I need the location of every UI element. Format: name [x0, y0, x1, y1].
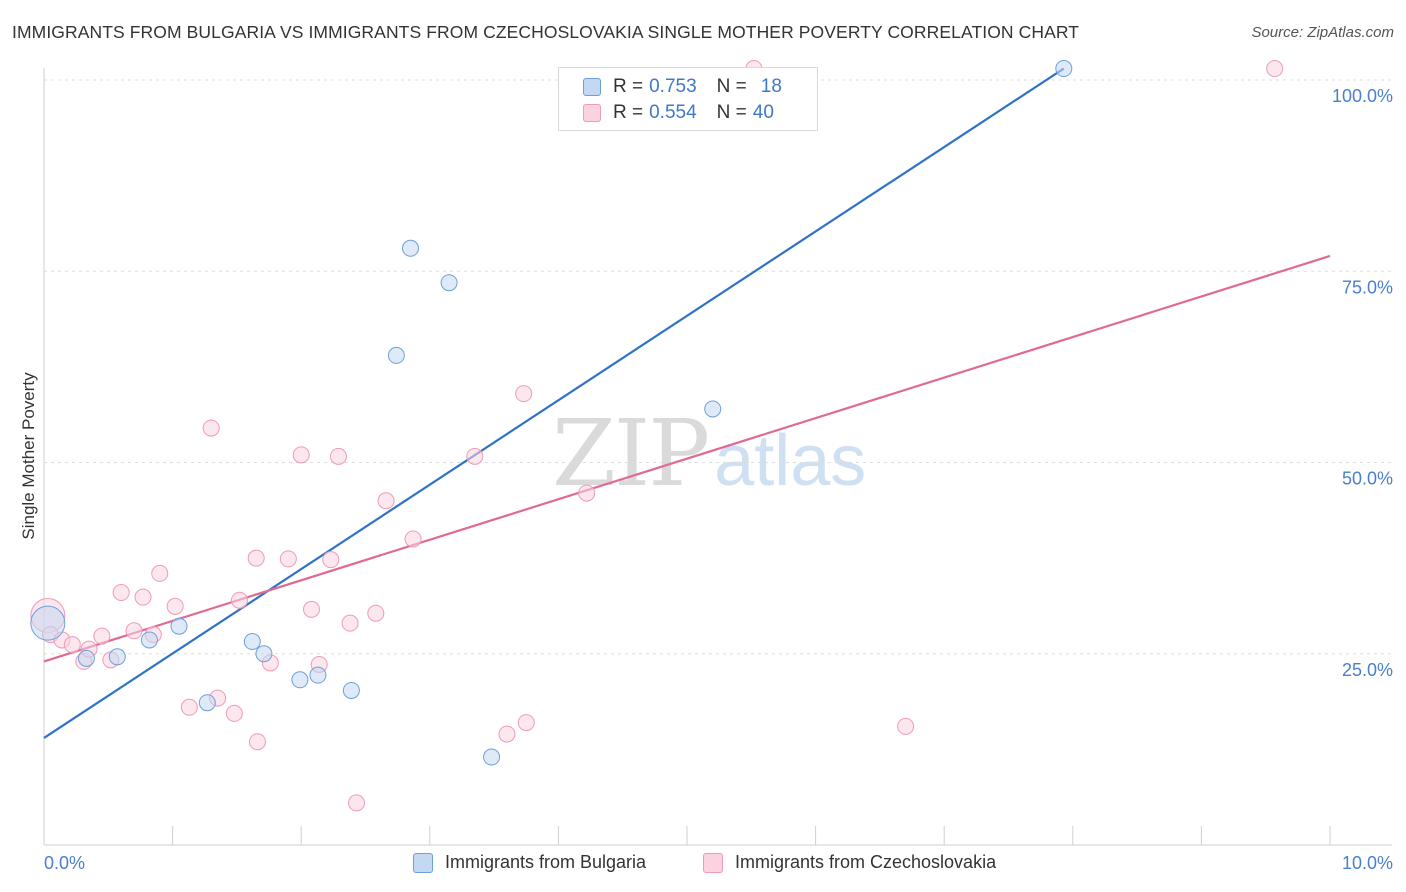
legend-item-bulgaria[interactable]: Immigrants from Bulgaria [413, 852, 646, 873]
y-tick-label-100: 100.0% [1332, 86, 1393, 106]
bulgaria-point [30, 605, 66, 641]
czechoslovakia-point [180, 698, 198, 716]
czechoslovakia-point [578, 484, 596, 502]
czechoslovakia-point [1266, 60, 1284, 78]
watermark: ZIPatlas [552, 400, 866, 507]
czechoslovakia-point [63, 636, 81, 654]
czechoslovakia-point [151, 564, 169, 582]
legend-item-label: Immigrants from Czechoslovakia [735, 852, 997, 872]
x-tick-label-min: 0.0% [44, 853, 85, 873]
czechoslovakia-point [341, 614, 359, 632]
axes [43, 68, 1392, 846]
source-label: Source: ZipAtlas.com [1251, 24, 1394, 41]
czechoslovakia-point [515, 385, 533, 403]
watermark-atlas: atlas [714, 421, 867, 501]
bulgaria-point [77, 649, 95, 667]
czechoslovakia-point [225, 704, 243, 722]
legend-row-bulgaria: R = 0.753 N = 18 [583, 75, 782, 99]
czechoslovakia-point [248, 733, 266, 751]
czechoslovakia-point [279, 550, 297, 568]
czechoslovakia-point [329, 447, 347, 465]
grid-lines [44, 79, 1392, 655]
czechoslovakia-point [404, 530, 422, 548]
czechoslovakia-point [347, 794, 365, 812]
legend-n-label: N = [716, 76, 747, 97]
czechoslovakia-point [498, 725, 516, 743]
y-tick-labels: 25.0% 50.0% 75.0% 100.0% [1332, 86, 1393, 680]
czechoslovakia-point [302, 600, 320, 618]
czechoslovakia-point [292, 446, 310, 464]
czechoslovakia-point [517, 714, 535, 732]
czechoslovakia-point [125, 622, 143, 640]
czechoslovakia-point [93, 627, 111, 645]
x-tick-label-max: 10.0% [1342, 853, 1393, 873]
legend-n-label: N = [716, 102, 747, 123]
watermark-zip: ZIP [552, 400, 710, 507]
bulgaria-point [170, 617, 188, 635]
chart-title: IMMIGRANTS FROM BULGARIA VS IMMIGRANTS F… [12, 22, 1080, 42]
bulgaria-point [342, 681, 360, 699]
czechoslovakia-point [897, 717, 915, 735]
y-tick-label-50: 50.0% [1342, 469, 1393, 489]
czechoslovakia-trend-line [43, 254, 1331, 663]
legend-swatch-pink [583, 104, 601, 122]
legend-r-label: R = [613, 76, 644, 97]
czechoslovakia-point [367, 604, 385, 622]
bulgaria-point [387, 346, 405, 364]
x-ticks [43, 826, 1331, 845]
czechoslovakia-point [466, 447, 484, 465]
legend-r-value: 0.554 [649, 102, 697, 123]
czechoslovakia-point [230, 591, 248, 609]
bulgaria-point [291, 671, 309, 689]
czechoslovakia-point [247, 549, 265, 567]
correlation-legend: R = 0.753 N = 18 R = 0.554 N = 40 [558, 67, 818, 131]
bulgaria-point [198, 694, 216, 712]
bulgaria-point [108, 648, 126, 666]
bulgaria-point [255, 645, 273, 663]
czechoslovakia-point [166, 597, 184, 615]
legend-r-value: 0.753 [649, 76, 697, 97]
y-tick-label-75: 75.0% [1342, 277, 1393, 297]
czechoslovakia-point [322, 551, 340, 569]
data-points [30, 60, 1284, 812]
czechoslovakia-point [112, 584, 130, 602]
bulgaria-point [140, 631, 158, 649]
legend-row-czechoslovakia: R = 0.554 N = 40 [583, 101, 774, 125]
legend-swatch-blue [413, 852, 433, 873]
legend-r-label: R = [613, 102, 644, 123]
legend-swatch-pink [703, 852, 723, 873]
trend-lines [43, 67, 1331, 739]
bulgaria-point [309, 666, 327, 684]
legend-item-czechoslovakia[interactable]: Immigrants from Czechoslovakia [703, 852, 996, 873]
czechoslovakia-point [202, 419, 220, 437]
y-tick-label-25: 25.0% [1342, 660, 1393, 680]
bulgaria-point [483, 748, 501, 766]
czechoslovakia-point [134, 588, 152, 606]
legend-item-label: Immigrants from Bulgaria [445, 852, 647, 872]
czechoslovakia-point [377, 492, 395, 510]
y-axis-label: Single Mother Poverty [19, 372, 38, 540]
legend-n-value: 40 [752, 102, 774, 123]
legend-swatch-blue [583, 78, 601, 96]
bulgaria-trend-line [43, 67, 1065, 739]
bulgaria-point [1055, 60, 1073, 78]
bulgaria-point [243, 633, 261, 651]
bulgaria-point [402, 239, 420, 257]
bulgaria-point [704, 400, 722, 418]
legend-n-value: 18 [760, 76, 782, 97]
bulgaria-point [440, 274, 458, 292]
series-legend: Immigrants from Bulgaria Immigrants from… [0, 852, 1406, 878]
